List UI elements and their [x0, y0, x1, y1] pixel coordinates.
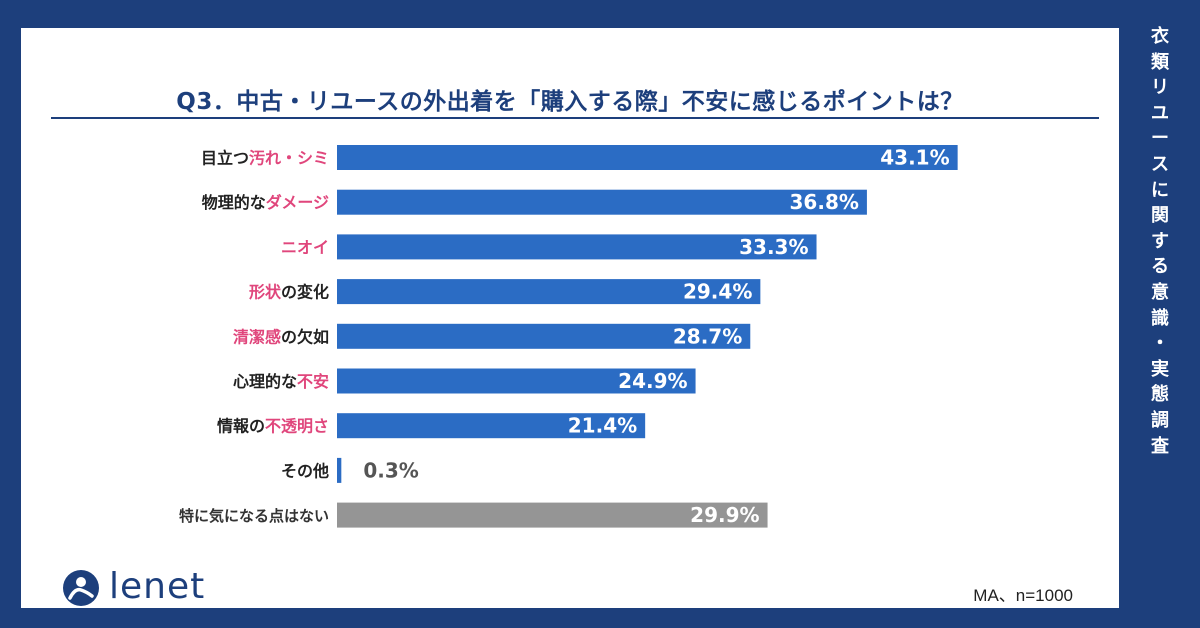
bar-0: [337, 145, 958, 170]
bar-1: [337, 189, 867, 215]
category-label-4: 清潔感の欠如: [233, 327, 329, 346]
category-label-6: 情報の不透明さ: [217, 417, 329, 436]
category-label-5: 心理的な不安: [233, 372, 329, 391]
bar-7: [337, 457, 342, 483]
title-divider: [51, 117, 1099, 119]
brand-name: lenet: [109, 566, 206, 607]
value-label-5: 24.9%: [618, 369, 687, 393]
category-label-8: 特に気になる点はない: [179, 507, 329, 525]
bar-8: [337, 502, 768, 528]
bar-4: [337, 323, 751, 349]
category-label-0: 目立つ汚れ・シミ: [201, 149, 329, 168]
value-label-7: 0.3%: [363, 458, 418, 482]
category-label-2: ニオイ: [281, 238, 329, 257]
value-label-0: 43.1%: [880, 146, 949, 170]
value-label-4: 28.7%: [673, 324, 742, 348]
category-label-3: 形状の変化: [249, 283, 329, 302]
chart-title: Q3．中古・リユースの外出着を「購入する際」不安に感じるポイントは？: [176, 89, 964, 115]
value-label-6: 21.4%: [568, 414, 637, 438]
bar-6: [337, 413, 646, 439]
category-label-1: 物理的なダメージ: [202, 193, 329, 212]
bar-2: [337, 234, 817, 260]
side-title: 衣 類 リ ユ ー ス に 関 す る 意 識 ・ 実 態 調 査: [1151, 26, 1169, 457]
value-label-3: 29.4%: [683, 280, 752, 304]
value-label-8: 29.9%: [690, 503, 759, 527]
value-label-2: 33.3%: [739, 235, 808, 259]
category-label-7: その他: [281, 461, 329, 480]
bar-chart: 43.1% 目立つ汚れ・シミ 36.8% 物理的なダメージ 33.3% ニオイ 29.4% 形…: [179, 145, 958, 528]
bar-5: [337, 368, 696, 394]
value-label-1: 36.8%: [790, 190, 859, 214]
sample-note: MA、n=1000: [973, 586, 1073, 605]
chart-card: Q3．中古・リユースの外出着を「購入する際」不安に感じるポイントは？ 43.1%…: [21, 28, 1119, 608]
bar-3: [337, 279, 761, 305]
lenet-logo-icon: [63, 570, 99, 606]
